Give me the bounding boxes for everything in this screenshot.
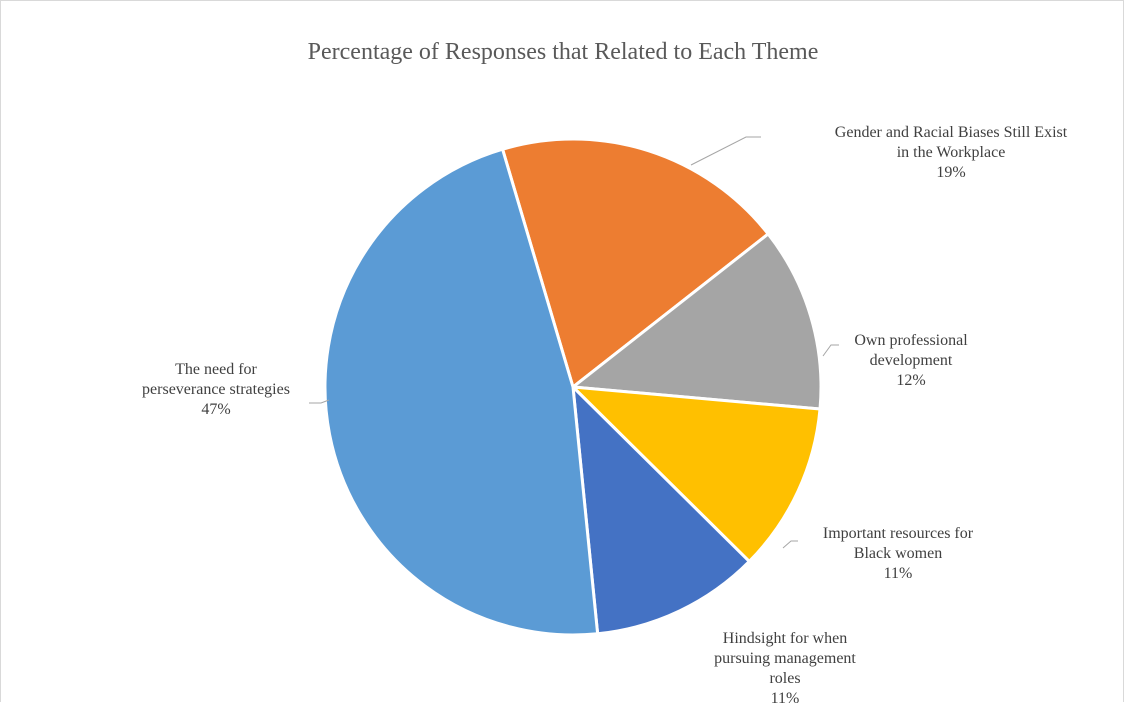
pie-slice-2 <box>571 385 822 563</box>
data-label-text: perseverance strategies <box>142 381 290 398</box>
data-label-percent: 11% <box>771 690 800 703</box>
data-label-percent: 11% <box>884 565 913 582</box>
data-label-text: Own professional <box>854 332 968 349</box>
data-label-percent: 47% <box>201 401 230 418</box>
data-label-percent: 12% <box>896 372 925 389</box>
data-label-text: development <box>870 352 953 369</box>
data-label-text: pursuing management <box>714 650 856 667</box>
data-label-3: Hindsight for when pursuing management rol… <box>714 630 856 703</box>
pie-slice-0 <box>501 137 770 389</box>
data-label-1: Own professional development 12% <box>854 332 968 389</box>
pie-slices <box>323 137 823 637</box>
pie-slice-4 <box>323 147 600 637</box>
leader-line-2 <box>782 540 798 549</box>
pie-slice-3 <box>571 385 751 636</box>
leader-line-0 <box>690 136 761 166</box>
data-label-text: roles <box>769 670 800 687</box>
data-label-text: Black women <box>854 545 942 562</box>
leader-line-1 <box>822 344 839 357</box>
data-label-2: Important resources for Black women 11% <box>823 525 974 582</box>
pie-slice-1 <box>571 232 823 411</box>
leader-line-4 <box>309 399 330 404</box>
data-label-text: The need for <box>175 361 257 378</box>
data-label-4: The need for perseverance strategies 47% <box>142 361 290 418</box>
chart-title: Percentage of Responses that Related to … <box>307 39 819 65</box>
data-label-0: Gender and Racial Biases Still Exist in t… <box>835 124 1068 181</box>
data-label-text: in the Workplace <box>897 144 1006 161</box>
data-label-text: Hindsight for when <box>723 630 847 647</box>
data-label-text: Gender and Racial Biases Still Exist <box>835 124 1068 141</box>
data-label-percent: 19% <box>936 164 965 181</box>
data-label-text: Important resources for <box>823 525 974 542</box>
